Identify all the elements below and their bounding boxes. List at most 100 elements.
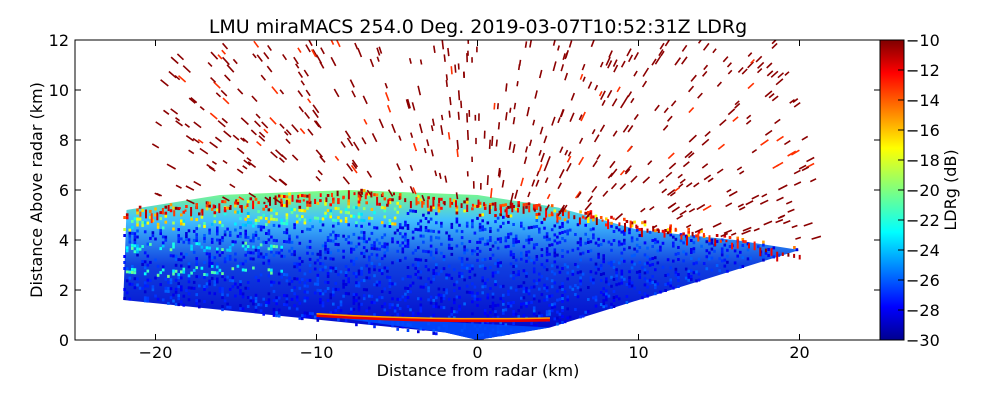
scan-cell: [404, 286, 407, 290]
scan-cell: [424, 265, 428, 268]
noise-mark: [336, 40, 341, 48]
scan-cell: [182, 267, 186, 271]
scan-cell: [125, 246, 129, 250]
scan-cell: [527, 256, 531, 260]
scan-cell: [228, 233, 232, 237]
scan-cell: [566, 298, 569, 302]
scan-cell: [133, 277, 137, 281]
scan-cell: [483, 203, 487, 207]
noise-mark: [612, 130, 618, 137]
noise-mark: [272, 197, 282, 204]
scan-cell: [326, 239, 330, 242]
scan-cell: [234, 210, 237, 214]
scan-cell: [612, 299, 616, 302]
scan-cell: [223, 212, 227, 216]
scan-cell: [723, 258, 727, 262]
noise-mark: [662, 124, 669, 131]
noise-mark: [315, 149, 324, 158]
scan-cell: [517, 270, 520, 274]
scan-cell: [319, 229, 322, 233]
scan-cell: [128, 234, 132, 238]
scan-cell: [350, 310, 353, 314]
scan-cell: [460, 260, 464, 264]
scan-cell: [187, 292, 191, 296]
scan-cell: [210, 261, 214, 265]
scan-cell: [267, 292, 271, 296]
scan-cell: [221, 272, 224, 276]
scan-cell: [290, 207, 294, 211]
scan-cell: [275, 212, 278, 216]
noise-mark: [793, 101, 801, 108]
scan-cell: [540, 221, 544, 225]
scan-cell: [275, 245, 278, 249]
scan-cell: [301, 317, 304, 321]
scan-cell: [553, 272, 557, 276]
scan-cell: [265, 205, 268, 208]
scan-cell: [187, 280, 191, 284]
scan-cell: [620, 257, 624, 261]
scan-cell: [373, 313, 376, 317]
scan-cell: [216, 226, 219, 230]
scan-cell: [684, 252, 688, 256]
noise-mark: [581, 63, 586, 71]
scan-cell: [180, 300, 183, 304]
scan-cell: [182, 294, 186, 298]
noise-mark: [809, 178, 817, 183]
scan-cell: [244, 268, 247, 272]
scan-cell: [298, 286, 302, 290]
scan-cell: [646, 261, 649, 265]
noise-mark: [409, 185, 415, 194]
scan-cell: [357, 215, 361, 219]
noise-mark: [501, 179, 505, 188]
noise-mark: [524, 41, 528, 48]
scan-cell: [272, 313, 276, 317]
noise-mark: [622, 124, 630, 133]
scan-cell: [326, 299, 330, 302]
scan-cell: [483, 206, 487, 210]
x-tick-label: 10: [628, 343, 648, 362]
scan-cell: [507, 205, 510, 209]
scan-cell: [388, 198, 392, 201]
scan-cell: [674, 270, 678, 274]
scan-cell: [262, 240, 265, 244]
scan-cell: [362, 240, 366, 244]
scan-cell: [628, 228, 631, 232]
scan-cell: [156, 225, 160, 229]
scan-cell: [169, 203, 173, 207]
scan-cell: [149, 260, 152, 264]
scan-cell: [350, 259, 353, 263]
scan-cell: [223, 233, 227, 237]
scan-cell: [352, 205, 356, 209]
scan-cell: [427, 268, 430, 272]
scan-cell: [654, 256, 657, 260]
scan-cell: [558, 318, 562, 322]
scan-cell: [198, 224, 201, 228]
scan-cell: [404, 256, 407, 260]
cloud-top-cell: [466, 204, 469, 212]
colorbar-tick-label: −12: [906, 61, 940, 80]
scan-cell: [651, 281, 654, 284]
scan-cell: [615, 226, 618, 230]
scan-cell: [411, 281, 415, 285]
scan-cell: [509, 214, 513, 218]
scan-cell: [617, 297, 621, 301]
noise-mark: [386, 104, 392, 113]
scan-cell: [362, 246, 366, 250]
scan-cell: [429, 295, 433, 299]
noise-mark: [619, 183, 627, 190]
scan-cell: [334, 206, 338, 210]
scan-cell: [378, 268, 381, 272]
noise-mark: [232, 58, 238, 65]
scan-cell: [741, 238, 745, 241]
scan-cell: [368, 222, 371, 226]
scan-cell: [368, 237, 371, 241]
scan-cell: [344, 208, 348, 211]
scan-cell: [288, 276, 291, 280]
scan-cell: [429, 244, 433, 248]
scan-cell: [360, 302, 363, 306]
scan-cell: [360, 230, 363, 234]
scan-cell: [246, 221, 250, 224]
scan-cell: [246, 212, 250, 215]
scan-cell: [146, 296, 150, 300]
noise-mark: [630, 175, 638, 183]
